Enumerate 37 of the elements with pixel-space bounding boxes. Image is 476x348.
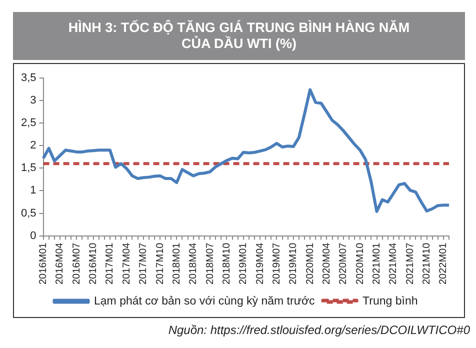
y-tick-label: 2: [30, 140, 36, 152]
y-tick-label: 3: [30, 94, 36, 107]
y-tick-label: 1,5: [20, 162, 36, 174]
x-tick-label: 2021M04: [388, 242, 400, 285]
x-tick-label: 2020M07: [338, 242, 350, 285]
x-tick-label: 2020M01: [304, 242, 316, 285]
x-tick-label: 2018M04: [188, 242, 200, 285]
x-tick-label: 2017M10: [154, 242, 166, 285]
x-tick-label: 2021M07: [404, 242, 416, 285]
y-tick-label: 0: [30, 230, 36, 242]
x-tick-label: 2019M07: [271, 242, 282, 285]
text: Nguồn: https://fred.stlouisfed.org/series/DCOILWTICO#0: [168, 323, 470, 337]
y-tick-label: 0,5: [20, 207, 36, 220]
x-tick-label: 2021M01: [372, 242, 382, 285]
x-tick-label: 2018M01: [171, 242, 182, 285]
x-tick-label: 2020M04: [321, 242, 332, 285]
x-tick-label: 2019M10: [288, 242, 300, 285]
y-tick-label: 3,5: [20, 72, 36, 84]
x-tick-label: 2016M07: [71, 242, 82, 285]
x-tick-label: 2019M01: [238, 242, 250, 285]
y-tick-label: 1: [30, 184, 36, 197]
x-tick-label: 2021M10: [422, 242, 433, 285]
x-tick-label: 2020M10: [354, 242, 366, 285]
chart-title: HÌNH 3: TỐC ĐỘ TĂNG GIÁ TRUNG BÌNH HÀNG NĂM CỦA DẦU WTI (%): [13, 12, 465, 60]
x-tick-label: 2017M04: [121, 242, 132, 285]
x-tick-label: 2016M04: [54, 242, 66, 285]
x-tick-label: 2019M04: [254, 242, 266, 285]
y-tick-label: 2,5: [20, 117, 36, 130]
x-tick-label: 2017M07: [138, 242, 150, 285]
x-tick-label: 2017M01: [104, 242, 116, 285]
x-tick-label: 2018M10: [221, 242, 232, 285]
x-tick-label: 2016M10: [88, 242, 100, 285]
x-tick-label: 2022M01: [438, 242, 450, 285]
x-tick-label: 2016M01: [38, 242, 50, 285]
legend-label: Trung bình: [362, 295, 418, 308]
legend-label: Lạm phát cơ bản so với cùng kỳ năm trước: [94, 295, 316, 308]
x-tick-label: 2018M07: [204, 242, 216, 285]
